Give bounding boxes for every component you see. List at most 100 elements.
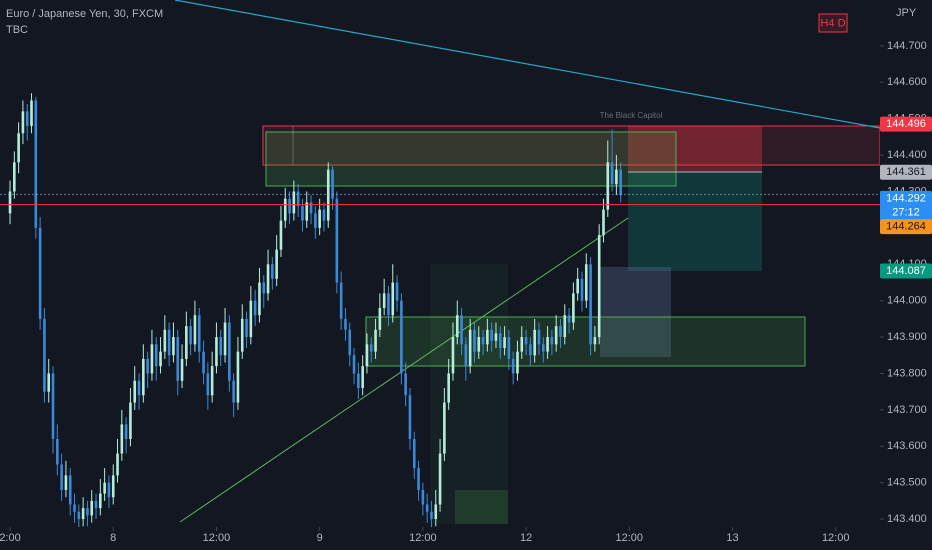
price-badge-label: 144.496 xyxy=(886,118,926,130)
x-tick-label: 12:00 xyxy=(203,532,231,544)
candle-body xyxy=(288,198,291,214)
x-tick-label: 8 xyxy=(110,532,116,544)
x-tick-label: 2:00 xyxy=(0,532,21,544)
candle-body xyxy=(159,351,162,367)
badge: H4 D xyxy=(820,17,845,29)
candle-body xyxy=(511,358,515,374)
candle-body xyxy=(240,318,244,352)
candle-body xyxy=(537,329,541,345)
annotation: The Black Capitol xyxy=(600,111,663,120)
candle-body xyxy=(331,169,334,199)
candle-body xyxy=(137,380,141,396)
candle-body xyxy=(73,504,76,512)
candle-body xyxy=(25,111,29,126)
candle-body xyxy=(589,264,592,345)
candle-body xyxy=(584,264,588,301)
currency: JPY xyxy=(896,7,917,19)
candle-body xyxy=(296,191,300,207)
candle-body xyxy=(124,424,128,439)
candle-body xyxy=(258,282,261,316)
candle-body xyxy=(348,329,352,356)
candle-body xyxy=(142,358,145,396)
candle-body xyxy=(369,344,373,352)
price-badge xyxy=(880,219,932,235)
y-tick-label: 144.400 xyxy=(887,149,927,161)
candle-body xyxy=(219,337,223,356)
candle-body xyxy=(387,293,390,316)
candle-body xyxy=(103,482,106,494)
candle-body xyxy=(352,355,356,374)
zone-box xyxy=(455,490,508,524)
candles xyxy=(8,93,622,530)
candle-body xyxy=(378,307,382,330)
candle-body xyxy=(77,511,81,520)
candle-body xyxy=(438,453,442,505)
candle-body xyxy=(111,475,115,498)
candle-body xyxy=(292,191,296,214)
candle-body xyxy=(206,373,210,396)
candle-body xyxy=(232,380,235,403)
x-tick-label: 13 xyxy=(726,532,738,544)
price-badge-label: 144.361 xyxy=(886,166,926,178)
drawings xyxy=(174,0,881,524)
candle-body xyxy=(606,162,610,210)
candle-body xyxy=(425,504,429,512)
candle-body xyxy=(305,202,309,221)
x-tick-label: 12 xyxy=(520,532,532,544)
candle-body xyxy=(365,344,369,367)
candle-body xyxy=(477,337,481,352)
candle-body xyxy=(43,318,46,392)
candle-body xyxy=(60,464,63,490)
candle-body xyxy=(193,315,197,345)
candle-body xyxy=(451,337,455,374)
candle-body xyxy=(167,329,171,356)
candle-body xyxy=(223,322,227,356)
candle-body xyxy=(133,380,137,403)
y-tick-label: 143.600 xyxy=(887,440,927,452)
price-badge xyxy=(880,164,932,180)
candle-body xyxy=(129,402,132,439)
candle-body xyxy=(434,504,438,520)
candle-body xyxy=(314,213,317,228)
candle-body xyxy=(443,402,446,454)
candle-body xyxy=(236,351,240,403)
candle-body xyxy=(262,282,266,294)
candle-body xyxy=(68,475,72,505)
candle-body xyxy=(13,162,16,192)
candle-body xyxy=(382,293,386,308)
candle-body xyxy=(400,300,403,374)
trend-line xyxy=(179,217,629,523)
trend-line xyxy=(174,0,881,129)
price-badge xyxy=(880,190,932,221)
candle-body xyxy=(412,438,416,469)
candle-body xyxy=(593,337,597,345)
y-tick-label: 144.600 xyxy=(887,76,927,88)
candle-body xyxy=(51,373,55,439)
candle-body xyxy=(202,351,205,374)
chart-subtitle: TBC xyxy=(6,24,28,36)
candle-body xyxy=(210,366,214,396)
target-zone xyxy=(628,172,762,271)
y-tick-label: 144.000 xyxy=(887,295,927,307)
candle-body xyxy=(120,424,124,454)
candle-body xyxy=(602,209,605,236)
axes: 144.700144.600144.500144.400144.300144.2… xyxy=(0,40,932,544)
candle-body xyxy=(610,162,614,185)
price-badge-label: 144.087 xyxy=(886,265,926,277)
overlay xyxy=(0,193,880,206)
candle-body xyxy=(94,500,98,509)
candle-body xyxy=(38,227,42,319)
candle-body xyxy=(344,318,347,330)
candle-body xyxy=(81,508,85,520)
candle-body xyxy=(245,318,248,338)
x-tick-label: 9 xyxy=(317,532,323,544)
candle-body xyxy=(335,198,339,283)
candle-body xyxy=(533,329,536,356)
candle-body xyxy=(554,326,558,345)
candle-body xyxy=(8,191,12,214)
candle-body xyxy=(580,278,584,301)
candle-body xyxy=(107,482,111,498)
candle-body xyxy=(228,322,231,381)
badge-box xyxy=(818,13,848,33)
y-tick-label: 143.800 xyxy=(887,367,927,379)
